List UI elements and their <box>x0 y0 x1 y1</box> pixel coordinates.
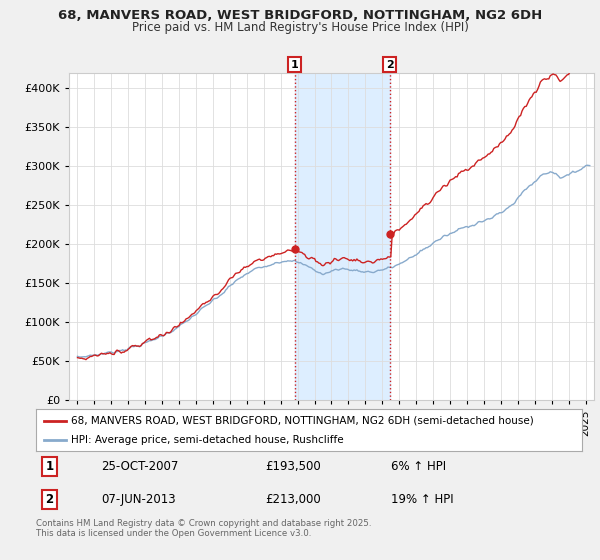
Text: 1: 1 <box>291 59 298 69</box>
Text: 2: 2 <box>46 493 54 506</box>
Text: Price paid vs. HM Land Registry's House Price Index (HPI): Price paid vs. HM Land Registry's House … <box>131 21 469 34</box>
Text: 68, MANVERS ROAD, WEST BRIDGFORD, NOTTINGHAM, NG2 6DH: 68, MANVERS ROAD, WEST BRIDGFORD, NOTTIN… <box>58 9 542 22</box>
Text: £213,000: £213,000 <box>265 493 321 506</box>
Text: 2: 2 <box>386 59 394 69</box>
Text: 68, MANVERS ROAD, WEST BRIDGFORD, NOTTINGHAM, NG2 6DH (semi-detached house): 68, MANVERS ROAD, WEST BRIDGFORD, NOTTIN… <box>71 416 534 426</box>
Text: HPI: Average price, semi-detached house, Rushcliffe: HPI: Average price, semi-detached house,… <box>71 435 344 445</box>
Text: 6% ↑ HPI: 6% ↑ HPI <box>391 460 446 473</box>
Text: 25-OCT-2007: 25-OCT-2007 <box>101 460 179 473</box>
Text: £193,500: £193,500 <box>265 460 321 473</box>
Text: 07-JUN-2013: 07-JUN-2013 <box>101 493 176 506</box>
Text: 1: 1 <box>46 460 54 473</box>
Text: Contains HM Land Registry data © Crown copyright and database right 2025.
This d: Contains HM Land Registry data © Crown c… <box>36 519 371 538</box>
Bar <box>295 73 390 400</box>
Text: 19% ↑ HPI: 19% ↑ HPI <box>391 493 454 506</box>
